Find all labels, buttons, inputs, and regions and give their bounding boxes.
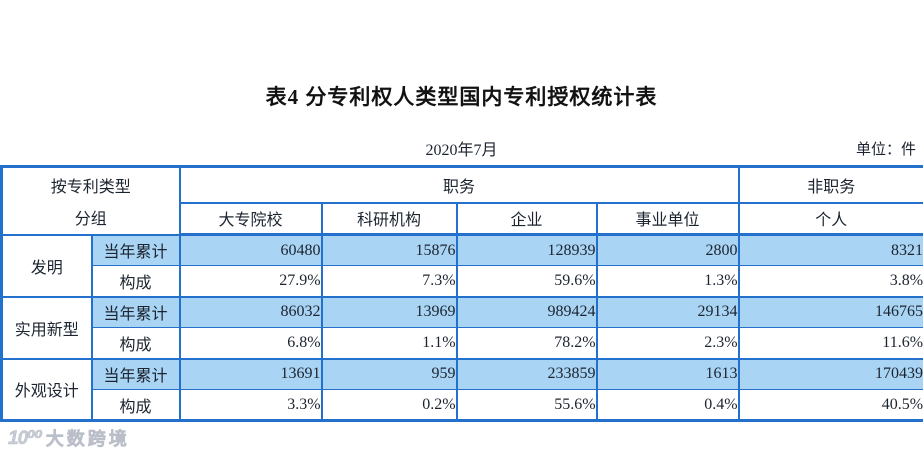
corner-header-line2: 分组	[74, 210, 107, 228]
value-cell: 29134	[595, 295, 740, 328]
patent-statistics-table: 按专利类型 分组 职务 非职务 大专院校 科研机构 企业 事业单位 个人 发明 …	[0, 165, 923, 422]
value-cell: 55.6%	[455, 389, 598, 422]
value-cell: 40.5%	[737, 389, 923, 422]
table-row: 构成 3.3% 0.2% 55.6% 0.4% 40.5%	[2, 389, 923, 422]
dashukuajing-logo-icon: 10⁰⁰	[8, 427, 43, 449]
measure-label-cumulative: 当年累计	[90, 233, 181, 266]
value-cell: 959	[320, 357, 458, 390]
column-header-individuals: 个人	[737, 201, 923, 236]
header-row-columns: 大专院校 科研机构 企业 事业单位 个人	[2, 201, 923, 236]
value-cell: 233859	[455, 357, 598, 390]
watermark-brand-text: 大数跨境	[45, 429, 130, 450]
value-cell: 989424	[455, 295, 598, 328]
corner-header-cell: 按专利类型 分组	[0, 165, 181, 236]
table-row: 构成 27.9% 7.3% 59.6% 1.3% 3.8%	[2, 265, 923, 298]
patent-type-design: 外观设计	[0, 357, 93, 421]
value-cell: 86032	[178, 295, 323, 328]
value-cell: 13691	[178, 357, 323, 390]
value-cell: 3.3%	[178, 389, 323, 422]
value-cell: 1.3%	[595, 265, 740, 298]
measure-label-composition: 构成	[90, 265, 181, 298]
value-cell: 2800	[595, 233, 740, 266]
measure-label-cumulative: 当年累计	[90, 295, 181, 328]
column-header-research-institutes: 科研机构	[320, 201, 458, 236]
value-cell: 11.6%	[737, 327, 923, 360]
non-service-header: 非职务	[737, 165, 923, 204]
value-cell: 60480	[178, 233, 323, 266]
value-cell: 128939	[455, 233, 598, 266]
table-row: 外观设计 当年累计 13691 959 233859 1613 170439	[0, 357, 923, 421]
value-cell: 15876	[320, 233, 458, 266]
table-row: 实用新型 当年累计 86032 13969 989424 29134 14676…	[0, 295, 923, 359]
column-header-colleges: 大专院校	[178, 201, 323, 236]
value-cell: 3.8%	[737, 265, 923, 298]
patent-type-invention: 发明	[0, 233, 93, 297]
value-cell: 146765	[737, 295, 923, 328]
column-header-public-institutions: 事业单位	[595, 201, 740, 236]
measure-label-cumulative: 当年累计	[90, 357, 181, 390]
patent-type-utility-model: 实用新型	[0, 295, 93, 359]
value-cell: 7.3%	[320, 265, 458, 298]
value-cell: 0.4%	[595, 389, 740, 422]
measure-label-composition: 构成	[90, 389, 181, 422]
measure-label-composition: 构成	[90, 327, 181, 360]
value-cell: 78.2%	[455, 327, 598, 360]
value-cell: 13969	[320, 295, 458, 328]
table-title: 表4 分专利权人类型国内专利授权统计表	[265, 85, 658, 109]
table-row: 发明 当年累计 60480 15876 128939 2800 8321	[0, 233, 923, 297]
report-month: 2020年7月	[425, 142, 498, 159]
value-cell: 6.8%	[178, 327, 323, 360]
value-cell: 170439	[737, 357, 923, 390]
value-cell: 27.9%	[178, 265, 323, 298]
service-header: 职务	[178, 165, 740, 204]
value-cell: 8321	[737, 233, 923, 266]
column-header-enterprises: 企业	[455, 201, 598, 236]
corner-header-line1: 按专利类型	[50, 178, 131, 196]
table-row: 构成 6.8% 1.1% 78.2% 2.3% 11.6%	[2, 327, 923, 360]
value-cell: 2.3%	[595, 327, 740, 360]
value-cell: 59.6%	[455, 265, 598, 298]
header-row-groups: 按专利类型 分组 职务 非职务	[0, 165, 923, 236]
value-cell: 1.1%	[320, 327, 458, 360]
watermark: 10⁰⁰ 大数跨境	[8, 425, 130, 451]
unit-label: 单位：件	[855, 142, 916, 158]
value-cell: 0.2%	[320, 389, 458, 422]
value-cell: 1613	[595, 357, 740, 390]
